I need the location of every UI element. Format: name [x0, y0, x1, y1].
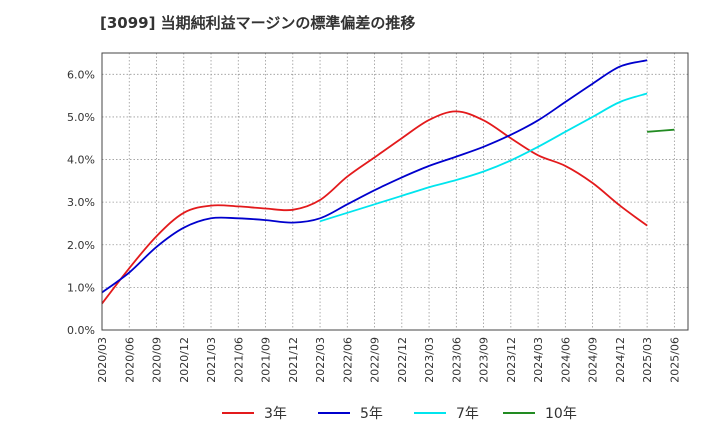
x-axis-ticks: 2020/03 2020/06 2020/09 2020/12 2021/03 2021/… [96, 337, 681, 383]
x-tick-label: 2025/06 [668, 337, 681, 383]
plot-frame [101, 52, 689, 331]
x-tick-label: 2020/03 [96, 337, 109, 383]
legend: 3年 5年 7年 10年 [222, 406, 577, 422]
y-tick-label: 6.0% [67, 68, 95, 81]
x-tick-label: 2025/03 [641, 337, 654, 383]
chart-title: [3099] 当期純利益マージンの標準偏差の推移 [100, 14, 416, 32]
legend-label: 7年 [456, 406, 479, 422]
y-axis-ticks: 0.0% 1.0% 2.0% 3.0% 4.0% 5.0% 6.0% [67, 68, 95, 337]
series-lines [101, 59, 675, 305]
series-line-1 [101, 110, 648, 305]
x-tick-label: 2023/06 [450, 337, 463, 383]
x-tick-label: 2024/06 [559, 337, 572, 383]
x-tick-label: 2020/06 [123, 337, 136, 383]
x-tick-label: 2020/09 [151, 337, 164, 383]
series-line-3 [319, 92, 648, 223]
grid-lines [101, 53, 688, 331]
x-tick-label: 2022/03 [314, 337, 327, 383]
x-tick-label: 2022/09 [369, 337, 382, 383]
x-tick-label: 2023/09 [478, 337, 491, 383]
legend-label: 5年 [360, 406, 383, 422]
x-tick-label: 2022/06 [341, 337, 354, 383]
series-line-4 [647, 128, 675, 133]
legend-label: 3年 [264, 406, 287, 422]
x-tick-label: 2021/12 [287, 337, 300, 383]
y-tick-label: 2.0% [67, 239, 95, 252]
x-tick-label: 2021/03 [205, 337, 218, 383]
x-tick-label: 2024/12 [614, 337, 627, 383]
x-tick-label: 2021/09 [260, 337, 273, 383]
x-tick-label: 2023/12 [505, 337, 518, 383]
x-tick-label: 2024/09 [587, 337, 600, 383]
y-tick-label: 1.0% [67, 281, 95, 294]
x-tick-label: 2022/12 [396, 337, 409, 383]
series-line-2 [101, 59, 648, 294]
y-tick-label: 0.0% [67, 324, 95, 337]
y-tick-label: 4.0% [67, 154, 95, 167]
x-tick-label: 2021/06 [232, 337, 245, 383]
x-tick-label: 2020/12 [178, 337, 191, 383]
y-tick-label: 5.0% [67, 111, 95, 124]
x-tick-label: 2023/03 [423, 337, 436, 383]
legend-label: 10年 [545, 406, 577, 422]
x-tick-label: 2024/03 [532, 337, 545, 383]
y-tick-label: 3.0% [67, 196, 95, 209]
